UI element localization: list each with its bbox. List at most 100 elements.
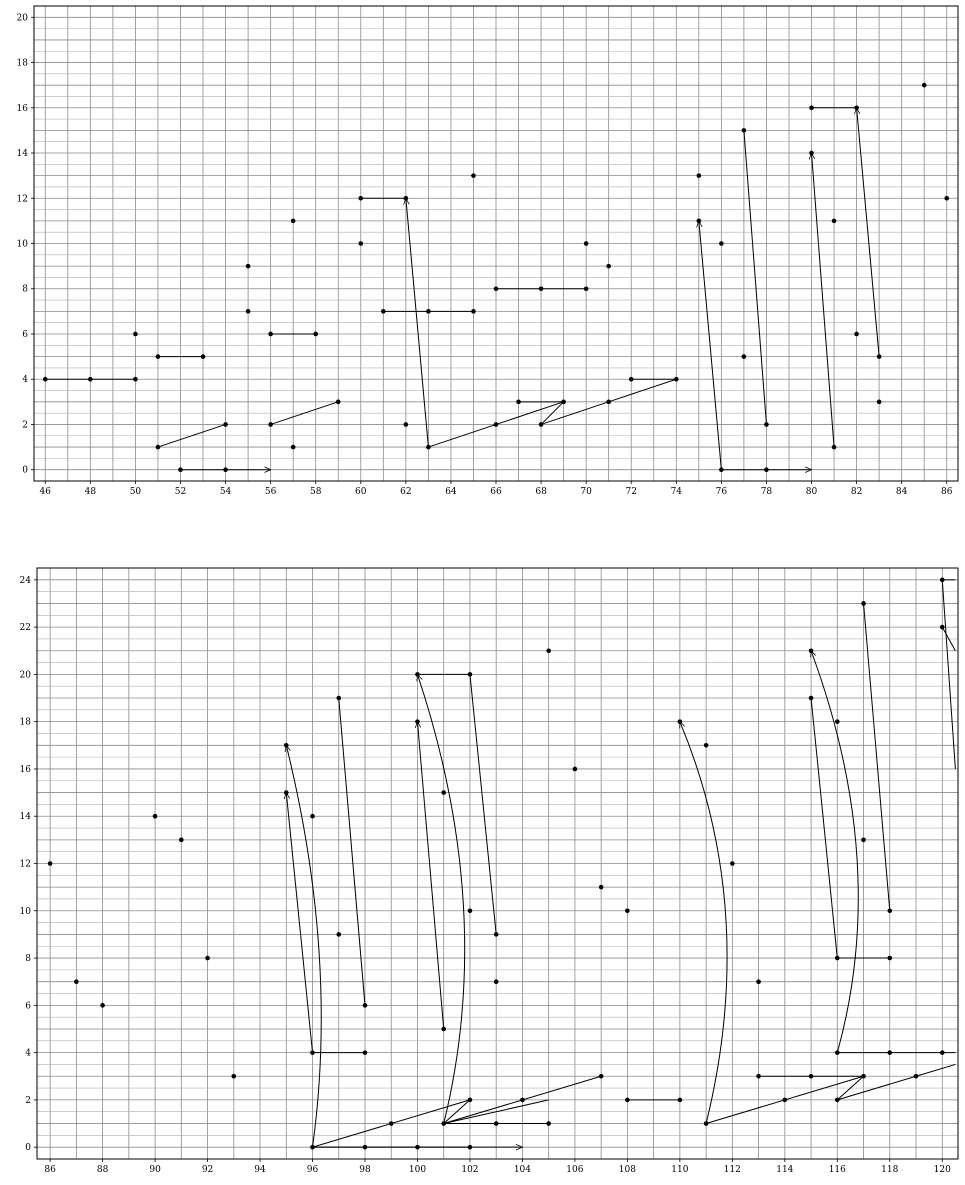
data-point bbox=[832, 219, 837, 224]
data-point bbox=[546, 648, 551, 653]
y-tick-label: 14 bbox=[20, 812, 32, 822]
data-point bbox=[268, 332, 273, 337]
data-point bbox=[389, 1121, 394, 1126]
x-tick-label: 76 bbox=[716, 487, 728, 497]
data-point bbox=[415, 1145, 420, 1150]
grid bbox=[37, 568, 958, 1159]
x-tick-label: 116 bbox=[829, 1165, 846, 1175]
data-point bbox=[468, 672, 473, 677]
data-point bbox=[363, 1003, 368, 1008]
data-point bbox=[678, 1098, 683, 1103]
y-tick-label: 4 bbox=[25, 1049, 31, 1059]
data-point bbox=[336, 400, 341, 405]
data-point bbox=[756, 1074, 761, 1079]
x-tick-label: 60 bbox=[355, 487, 367, 497]
data-point bbox=[358, 241, 363, 246]
data-point bbox=[832, 445, 837, 450]
data-point bbox=[100, 1003, 105, 1008]
data-point bbox=[201, 354, 206, 359]
x-tick-label: 86 bbox=[44, 1165, 56, 1175]
data-point bbox=[922, 83, 927, 88]
data-point bbox=[704, 1121, 709, 1126]
data-point bbox=[940, 625, 945, 630]
data-point bbox=[494, 1121, 499, 1126]
data-point bbox=[48, 861, 53, 866]
data-point bbox=[310, 1145, 315, 1150]
data-point bbox=[599, 885, 604, 890]
data-point bbox=[539, 422, 544, 427]
x-tick-label: 50 bbox=[130, 487, 142, 497]
data-point bbox=[363, 1145, 368, 1150]
data-point bbox=[313, 332, 318, 337]
edge-line bbox=[916, 1064, 955, 1076]
data-point bbox=[516, 400, 521, 405]
data-point bbox=[74, 979, 79, 984]
data-point bbox=[674, 377, 679, 382]
data-point bbox=[697, 219, 702, 224]
x-tick-label: 74 bbox=[671, 487, 683, 497]
data-point bbox=[43, 377, 48, 382]
data-point bbox=[133, 332, 138, 337]
data-point bbox=[310, 1050, 315, 1055]
data-point bbox=[468, 1098, 473, 1103]
y-tick-label: 0 bbox=[22, 466, 28, 476]
data-point bbox=[861, 601, 866, 606]
x-tick-label: 118 bbox=[881, 1165, 898, 1175]
x-tick-label: 56 bbox=[265, 487, 277, 497]
data-point bbox=[606, 264, 611, 269]
data-point bbox=[310, 814, 315, 819]
data-point bbox=[809, 696, 814, 701]
data-point bbox=[284, 790, 289, 795]
x-tick-label: 48 bbox=[85, 487, 97, 497]
data-point bbox=[719, 241, 724, 246]
data-point bbox=[404, 196, 409, 201]
grid bbox=[34, 6, 958, 481]
data-point bbox=[133, 377, 138, 382]
x-tick-label: 90 bbox=[149, 1165, 161, 1175]
y-tick-label: 12 bbox=[20, 860, 31, 870]
y-tick-label: 20 bbox=[20, 670, 32, 680]
data-point bbox=[223, 467, 228, 472]
data-point bbox=[471, 173, 476, 178]
x-tick-label: 54 bbox=[220, 487, 232, 497]
data-point bbox=[539, 286, 544, 291]
data-point bbox=[742, 128, 747, 133]
data-point bbox=[223, 422, 228, 427]
y-tick-label: 8 bbox=[22, 285, 28, 295]
data-point bbox=[835, 1098, 840, 1103]
data-point bbox=[231, 1074, 236, 1079]
y-tick-label: 2 bbox=[22, 420, 28, 430]
x-tick-label: 94 bbox=[254, 1165, 266, 1175]
x-tick-label: 106 bbox=[566, 1165, 583, 1175]
data-point bbox=[914, 1074, 919, 1079]
data-point bbox=[944, 196, 949, 201]
data-point bbox=[887, 908, 892, 913]
data-point bbox=[291, 445, 296, 450]
x-tick-label: 64 bbox=[445, 487, 457, 497]
x-tick-label: 62 bbox=[400, 487, 411, 497]
data-point bbox=[877, 354, 882, 359]
data-point bbox=[178, 467, 183, 472]
data-point bbox=[561, 400, 566, 405]
y-tick-label: 20 bbox=[17, 13, 29, 23]
data-point bbox=[246, 309, 251, 314]
data-point bbox=[809, 648, 814, 653]
data-point bbox=[940, 578, 945, 583]
data-point bbox=[426, 309, 431, 314]
x-tick-label: 102 bbox=[461, 1165, 478, 1175]
data-point bbox=[494, 422, 499, 427]
data-point bbox=[625, 1098, 630, 1103]
data-point bbox=[835, 956, 840, 961]
x-tick-label: 104 bbox=[514, 1165, 531, 1175]
data-point bbox=[494, 932, 499, 937]
data-point bbox=[719, 467, 724, 472]
data-point bbox=[861, 1074, 866, 1079]
y-tick-label: 0 bbox=[25, 1143, 31, 1153]
x-tick-label: 96 bbox=[307, 1165, 319, 1175]
y-tick-label: 14 bbox=[17, 149, 29, 159]
y-tick-label: 22 bbox=[20, 623, 31, 633]
data-point bbox=[441, 1027, 446, 1032]
x-tick-label: 114 bbox=[776, 1165, 793, 1175]
y-tick-label: 18 bbox=[17, 59, 29, 69]
x-tick-label: 84 bbox=[896, 487, 908, 497]
